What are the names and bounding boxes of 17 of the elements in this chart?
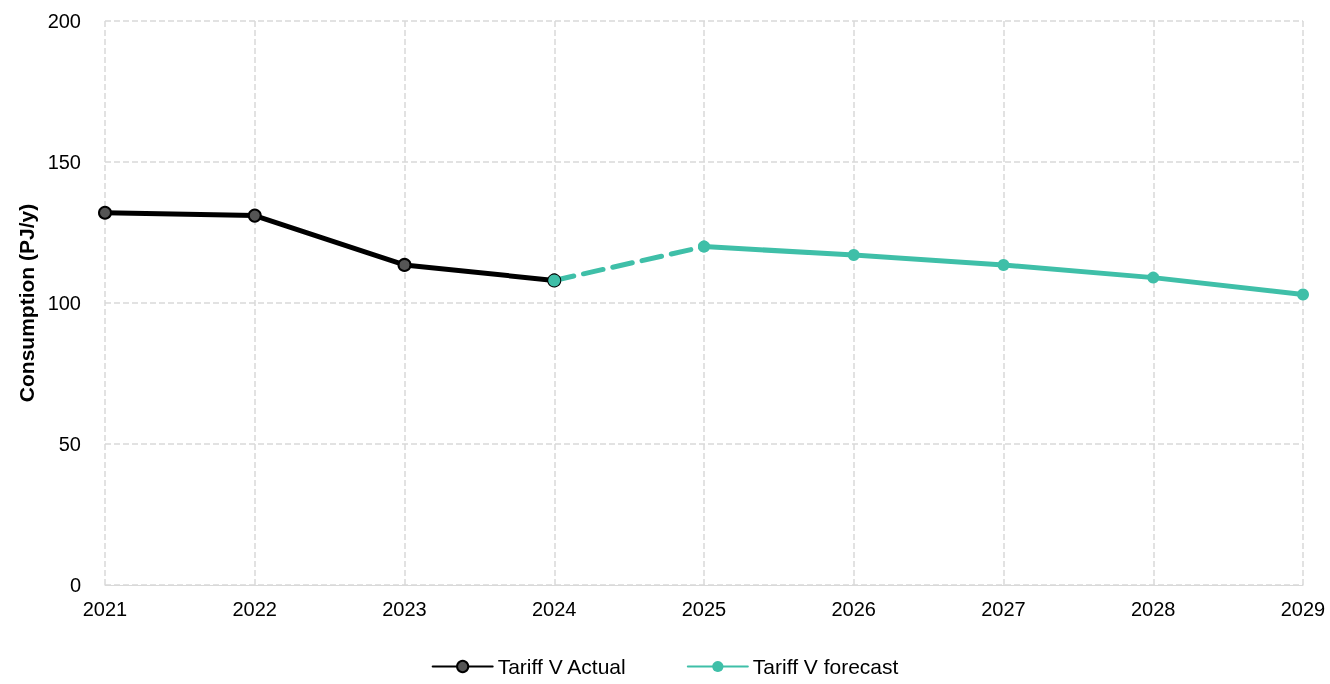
x-tick-label: 2025: [681, 598, 727, 620]
x-tick-label: 2022: [232, 598, 277, 620]
x-tick-label: 2023: [382, 598, 427, 620]
x-tick-label: 2028: [1131, 598, 1176, 620]
x-tick-label: 2024: [532, 598, 577, 620]
x-tick-label: 2029: [1280, 598, 1326, 620]
x-tick-label: 2026: [831, 598, 876, 620]
y-axis-title: Consumption (PJ/y): [14, 203, 38, 403]
y-tick-label: 100: [47, 292, 81, 314]
x-tick-label: 2027: [981, 598, 1026, 620]
legend-label: Tariff V forecast: [752, 655, 899, 678]
y-tick-label: 150: [47, 151, 81, 173]
x-tick-label: 2021: [82, 598, 128, 620]
y-tick-label: 200: [47, 10, 81, 32]
legend-label: Tariff V Actual: [497, 655, 626, 678]
y-tick-label: 50: [58, 433, 81, 455]
y-tick-label: 0: [69, 574, 81, 596]
